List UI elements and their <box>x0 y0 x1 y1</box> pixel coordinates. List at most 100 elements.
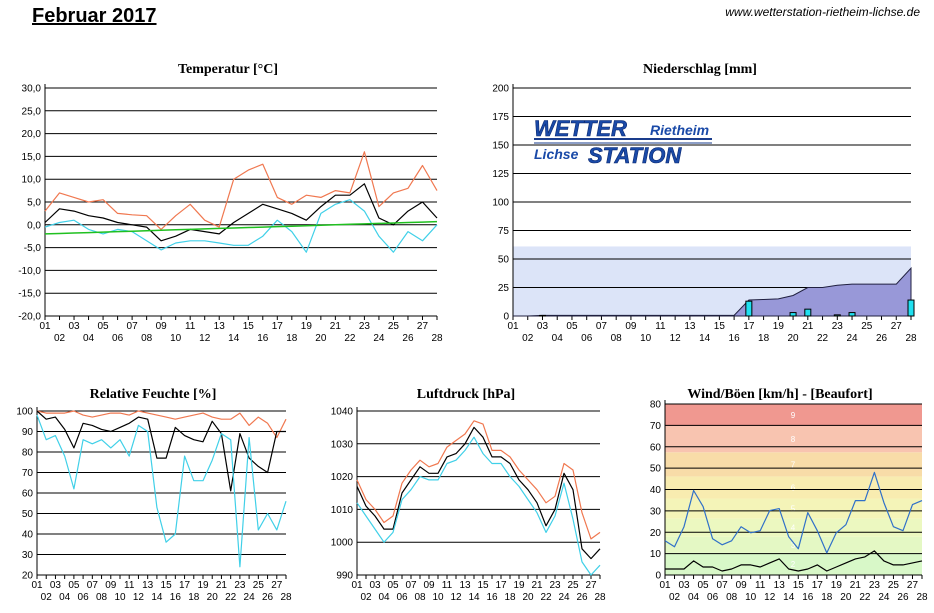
beaufort-label: 4 <box>791 524 796 533</box>
x-tick-label: 01 <box>507 321 519 332</box>
x-tick-label: 11 <box>655 321 666 332</box>
x-tick-label: 24 <box>244 592 256 603</box>
y-tick-label: 60 <box>650 442 662 453</box>
x-tick-label: 07 <box>717 580 729 591</box>
y-tick-label: 50 <box>22 509 34 520</box>
x-tick-label: 26 <box>876 333 888 344</box>
x-tick-label: 23 <box>359 321 371 332</box>
x-tick-label: 28 <box>431 333 443 344</box>
x-tick-label: 19 <box>831 580 843 591</box>
y-tick-label: 20 <box>650 528 662 539</box>
y-tick-label: 40 <box>22 530 34 541</box>
x-tick-label: 26 <box>576 592 588 603</box>
x-tick-label: 05 <box>68 580 80 591</box>
x-tick-label: 03 <box>50 580 62 591</box>
x-tick-label: 19 <box>197 580 209 591</box>
x-tick-label: 22 <box>225 592 237 603</box>
x-tick-label: 09 <box>105 580 117 591</box>
x-tick-label: 21 <box>216 580 228 591</box>
beaufort-band <box>665 426 922 453</box>
y-tick-label: 0 <box>655 571 661 582</box>
x-tick-label: 02 <box>360 592 372 603</box>
y-tick-label: -10,0 <box>18 266 41 277</box>
x-tick-label: 20 <box>207 592 219 603</box>
daily-bar <box>848 312 856 317</box>
x-tick-label: 05 <box>98 321 110 332</box>
x-tick-label: 18 <box>286 333 298 344</box>
y-tick-label: -15,0 <box>18 289 41 300</box>
x-tick-label: 05 <box>566 321 578 332</box>
x-tick-label: 17 <box>495 580 507 591</box>
y-tick-label: 80 <box>650 400 662 411</box>
x-tick-label: 23 <box>869 580 881 591</box>
x-tick-label: 10 <box>640 333 652 344</box>
x-tick-label: 09 <box>736 580 748 591</box>
beaufort-label: 6 <box>791 483 796 492</box>
x-tick-label: 11 <box>124 580 135 591</box>
x-tick-label: 15 <box>793 580 805 591</box>
x-tick-label: 26 <box>897 592 909 603</box>
beaufort-label: 7 <box>791 460 796 469</box>
x-tick-label: 03 <box>678 580 690 591</box>
x-tick-label: 15 <box>243 321 255 332</box>
x-tick-label: 19 <box>773 321 785 332</box>
y-tick-label: 1040 <box>331 407 354 418</box>
logo-wetter: WETTER <box>534 116 627 141</box>
x-tick-label: 13 <box>774 580 786 591</box>
x-tick-label: 25 <box>888 580 900 591</box>
y-tick-label: 25 <box>498 283 510 294</box>
humidity-min-line <box>36 414 287 568</box>
y-tick-label: 10,0 <box>22 175 42 186</box>
x-tick-label: 27 <box>417 321 429 332</box>
x-tick-label: 11 <box>185 321 196 332</box>
x-tick-label: 04 <box>59 592 71 603</box>
x-tick-label: 12 <box>199 333 211 344</box>
x-tick-label: 27 <box>585 580 597 591</box>
y-tick-label: 60 <box>22 489 34 500</box>
site-url[interactable]: www.wetterstation-rietheim-lichse.de <box>725 5 920 19</box>
humidity-max-line <box>36 410 287 439</box>
x-tick-label: 20 <box>522 592 534 603</box>
x-tick-label: 28 <box>280 592 292 603</box>
x-tick-label: 15 <box>477 580 489 591</box>
y-tick-label: 125 <box>492 169 509 180</box>
temp-max-line <box>44 151 438 230</box>
y-tick-label: 80 <box>22 448 34 459</box>
x-tick-label: 03 <box>369 580 381 591</box>
x-tick-label: 16 <box>802 592 814 603</box>
temperature-title: Temperatur [°C] <box>178 62 278 77</box>
x-tick-label: 14 <box>228 333 240 344</box>
wetter-station-logo: WETTER Rietheim Lichse STATION <box>534 116 712 168</box>
page-title: Februar 2017 <box>32 5 157 27</box>
x-tick-label: 23 <box>234 580 246 591</box>
y-tick-label: 0,0 <box>27 220 41 231</box>
x-tick-label: 08 <box>96 592 108 603</box>
x-tick-label: 22 <box>344 333 356 344</box>
x-tick-label: 21 <box>850 580 862 591</box>
x-tick-label: 28 <box>594 592 606 603</box>
x-tick-label: 16 <box>257 333 269 344</box>
x-tick-label: 15 <box>714 321 726 332</box>
y-tick-label: 70 <box>650 421 662 432</box>
y-tick-label: 75 <box>498 226 510 237</box>
x-tick-label: 12 <box>450 592 462 603</box>
y-tick-label: 50 <box>498 255 510 266</box>
wind-line <box>665 550 923 572</box>
x-tick-label: 06 <box>581 333 593 344</box>
x-tick-label: 08 <box>141 333 153 344</box>
x-tick-label: 08 <box>414 592 426 603</box>
humidity-mean-line <box>36 410 286 492</box>
x-tick-label: 28 <box>916 592 928 603</box>
x-tick-label: 07 <box>87 580 99 591</box>
x-tick-label: 06 <box>78 592 90 603</box>
x-tick-label: 06 <box>707 592 719 603</box>
daily-bar <box>833 314 841 317</box>
y-tick-label: -20,0 <box>18 312 41 323</box>
x-tick-label: 09 <box>625 321 637 332</box>
pressure-title: Luftdruck [hPa] <box>417 387 515 402</box>
x-tick-label: 06 <box>396 592 408 603</box>
pressure-max-line <box>356 420 601 540</box>
x-tick-label: 22 <box>540 592 552 603</box>
x-tick-label: 02 <box>54 333 66 344</box>
